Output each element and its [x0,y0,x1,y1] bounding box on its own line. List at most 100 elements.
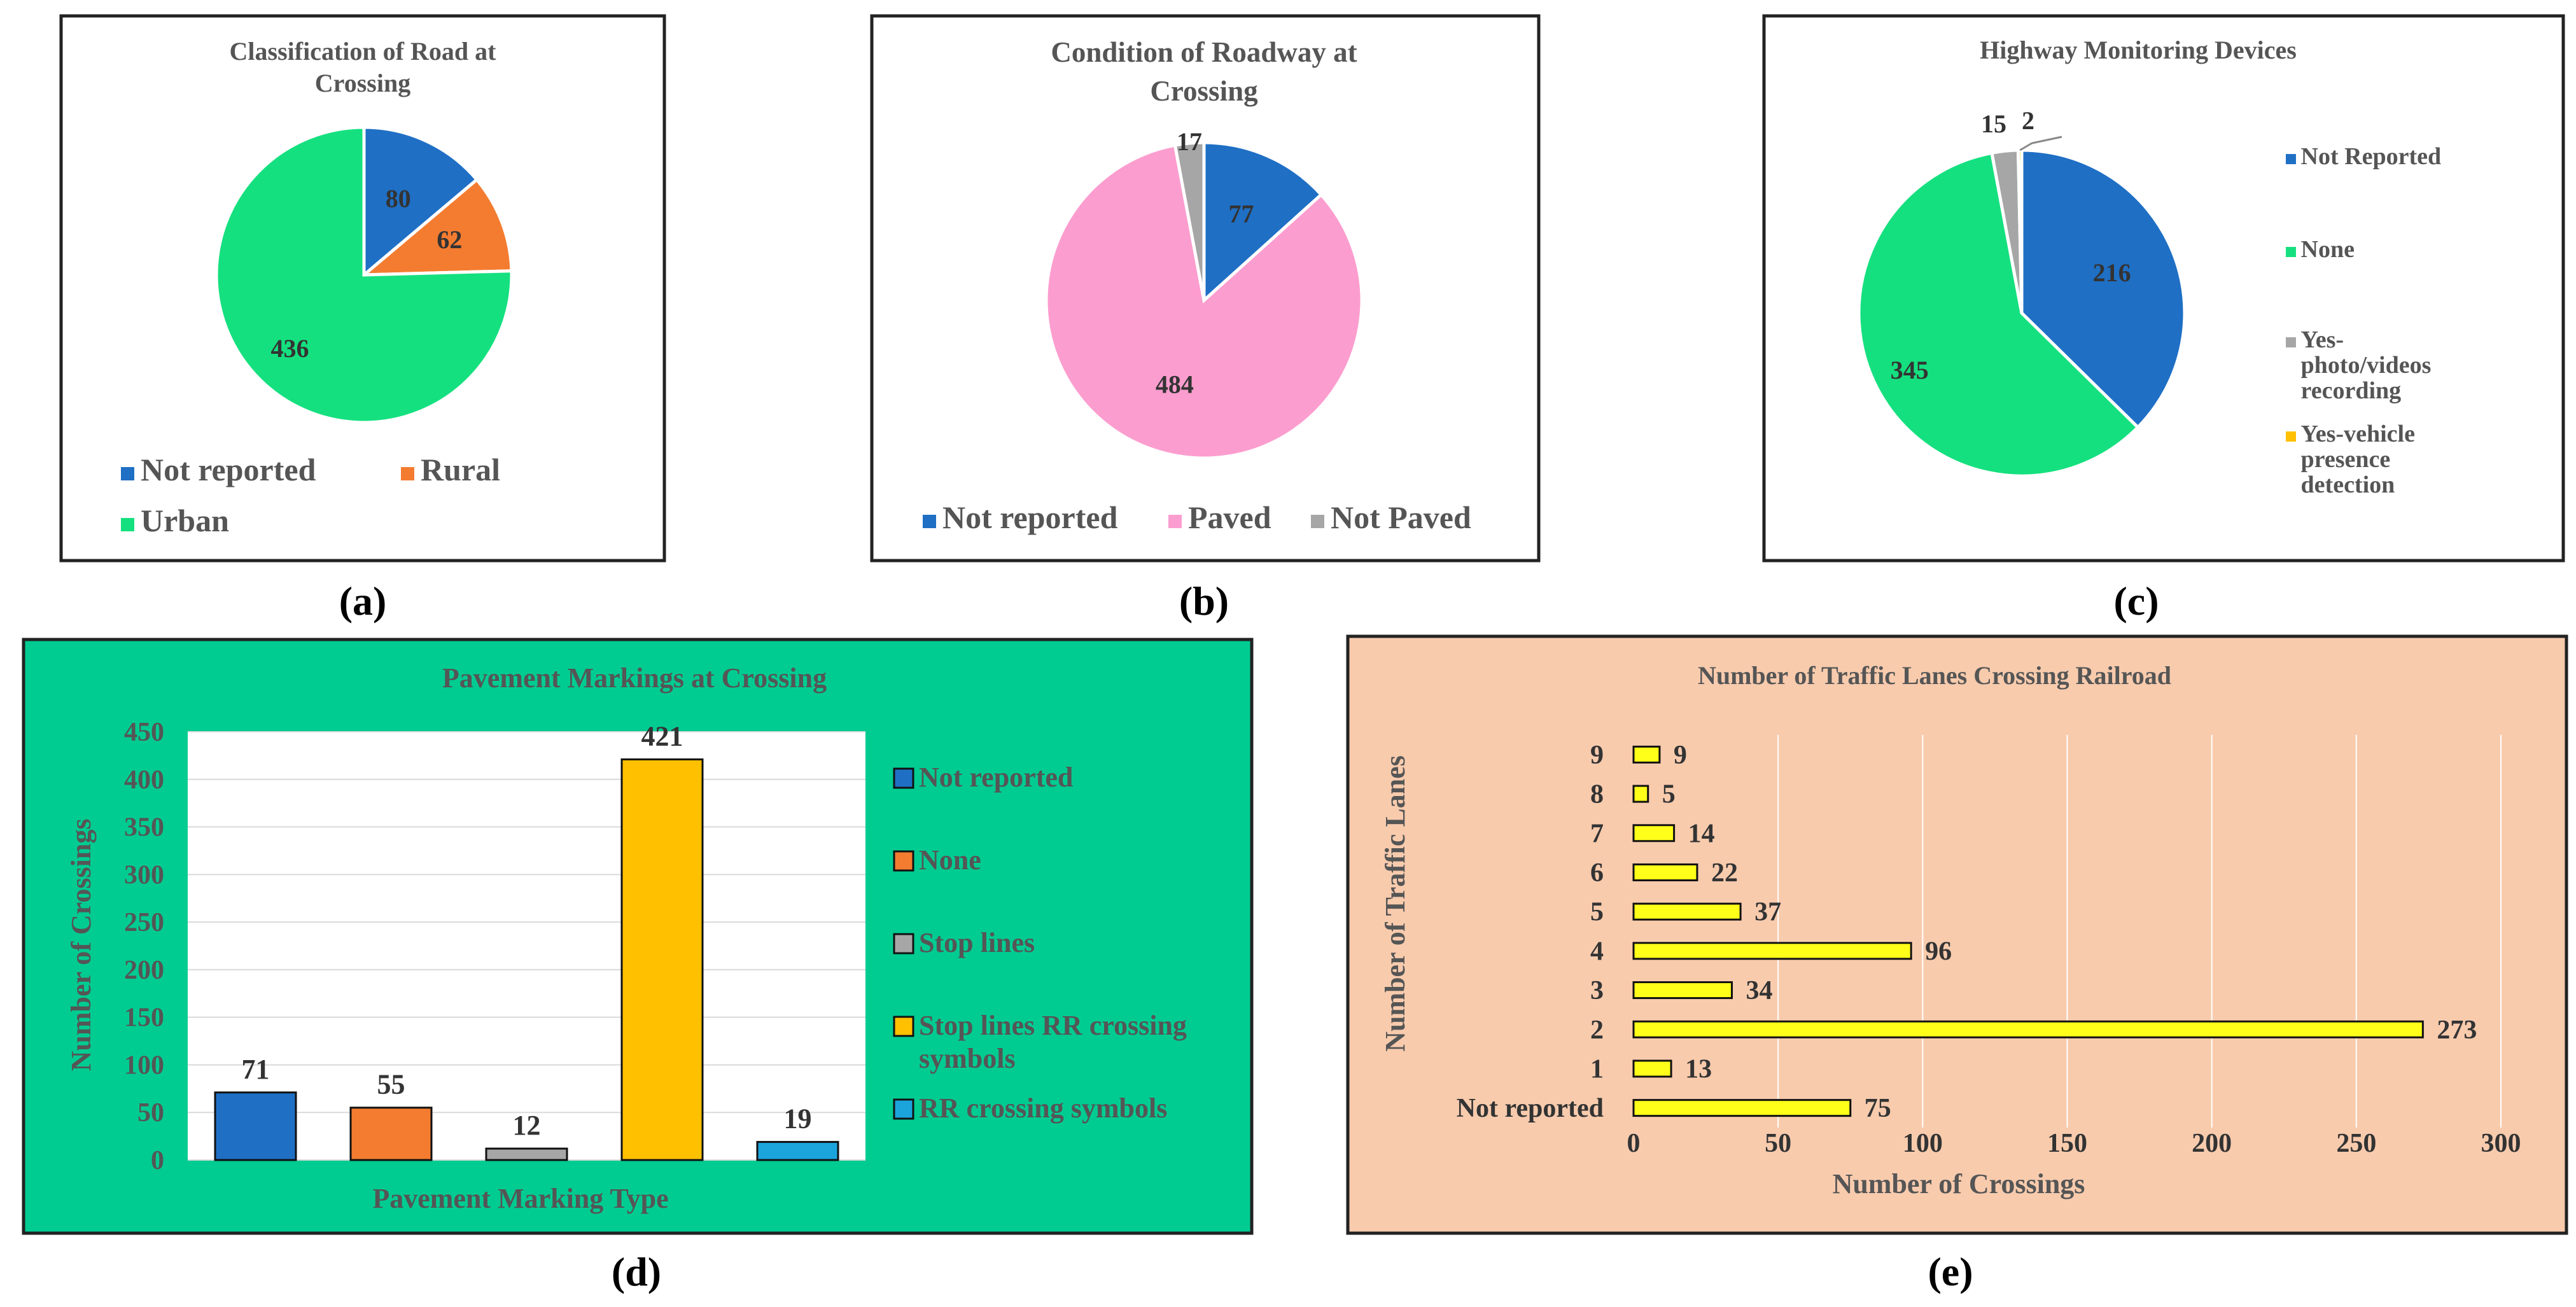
y-tick-label: 300 [124,860,164,890]
data-label: 421 [641,720,683,751]
legend-label: RR crossing symbols [919,1093,1167,1124]
legend-swatch [893,1098,914,1120]
panel-e-label: (e) [1928,1249,1973,1294]
x-tick-label: 250 [2336,1129,2376,1158]
x-tick-label: 300 [2481,1129,2521,1158]
pie-chart-b: 77 484 17 [1044,127,1364,460]
y-tick-label: 150 [124,1003,164,1033]
pie-slice-not-reported [2020,148,2187,430]
data-label: 484 [1156,370,1194,398]
legend-label: presence [2301,446,2391,473]
data-label: 34 [1746,976,1772,1005]
bar [1632,1099,1852,1117]
legend-label: Not reported [141,452,316,487]
pie-slice-paved [1044,143,1364,460]
legend-swatch [2286,247,2296,257]
legend-swatch [893,850,914,872]
pie-slice-not-reported [1202,141,1324,304]
x-tick-label: 200 [2192,1129,2232,1158]
legend-label: Urban [141,503,229,538]
y-tick-label: 8 [1590,780,1604,809]
x-tick-label: 50 [1765,1129,1791,1158]
data-label: 37 [1754,898,1781,927]
panel-d-legend: Not reported None Stop lines Stop lines RR … [893,762,1187,1124]
panel-d-y-axis-title: Number of Crossings [66,819,97,1072]
bar [349,1107,433,1161]
legend-swatch [2286,431,2296,442]
y-tick-label: 200 [124,956,164,985]
data-label: 15 [1981,109,2006,138]
data-label: 13 [1685,1054,1712,1084]
pie-slice-none [1857,151,2141,478]
bar-chart-d: 0 50 100 150 200 250 300 350 400 450 71 55 12 421 19 [124,718,865,1175]
data-label: 273 [2437,1016,2477,1045]
bar [1632,902,1742,921]
data-label: 436 [271,334,309,363]
legend-swatch [2286,154,2296,164]
panel-e-title: Number of Traffic Lanes Crossing Railroa… [1698,661,2171,690]
panel-a-legend: Not reported Rural Urban [121,452,500,538]
data-label: 17 [1177,127,1202,156]
legend-swatch [2286,337,2296,347]
data-label: 75 [1865,1094,1891,1123]
legend-label: Not reported [919,762,1073,793]
legend-label: symbols [919,1043,1016,1074]
y-tick-label: 250 [124,908,164,937]
pie-slice-not-reported [362,125,479,279]
x-tick-label: 150 [2047,1129,2087,1158]
y-tick-label: 450 [124,718,164,747]
y-tick-label: 50 [137,1098,164,1128]
pie-slice-urban [214,125,514,424]
legend-label: Yes- [2301,326,2344,353]
y-tick-label: Not reported [1457,1094,1604,1123]
y-tick-label: 400 [124,765,164,795]
data-label: 216 [2093,258,2131,287]
data-label: 12 [513,1110,541,1141]
data-label: 14 [1688,819,1715,848]
panel-a-label: (a) [339,578,387,624]
legend-label: None [919,844,981,876]
bar [1632,785,1649,803]
legend-label: detection [2301,472,2395,498]
panel-d-x-axis-title: Pavement Marking Type [372,1183,668,1214]
y-tick-label: 2 [1590,1016,1604,1045]
bar [1632,824,1676,842]
legend-swatch [923,515,936,528]
y-tick-label: 100 [124,1051,164,1080]
legend-label: photo/videos [2301,352,2432,379]
panel-b-legend: Not reported Paved Not Paved [923,500,1471,535]
legend-swatch [893,933,914,954]
legend-swatch [401,467,414,480]
data-label: 96 [1925,937,1952,966]
panel-b-title-line-2: Crossing [1150,75,1258,107]
legend-label: Yes-vehicle [2301,421,2415,447]
leader-line [2019,136,2062,151]
data-label: 22 [1711,858,1738,888]
legend-swatch [1168,515,1182,528]
pie-slice-not-paved [1173,141,1206,301]
bar [620,758,704,1161]
panel-b-title-line-1: Condition of Roadway at [1051,36,1357,68]
legend-swatch [1311,515,1324,528]
panel-b-label: (b) [1179,578,1229,624]
panel-a-title-line-2: Crossing [315,69,410,97]
data-label: 71 [242,1054,270,1085]
legend-label: Not Paved [1331,500,1471,535]
pie-slice-rural [359,177,514,277]
pie-chart-c: 216 345 15 2 [1857,106,2187,478]
x-tick-label: 100 [1903,1129,1943,1158]
panel-e-y-axis-title: Number of Traffic Lanes [1380,755,1411,1052]
panel-c-title: Highway Monitoring Devices [1980,36,2297,64]
pie-chart-a: 80 62 436 [214,125,514,424]
data-label: 62 [437,225,462,254]
panel-e-frame [1346,634,2568,1235]
bar [1632,1020,2424,1038]
data-label: 55 [377,1069,405,1100]
y-tick-label: 0 [151,1146,164,1175]
panel-d-title: Pavement Markings at Crossing [442,662,827,694]
bar [1632,1059,1672,1078]
legend-label: None [2301,236,2355,263]
bar [485,1147,568,1161]
